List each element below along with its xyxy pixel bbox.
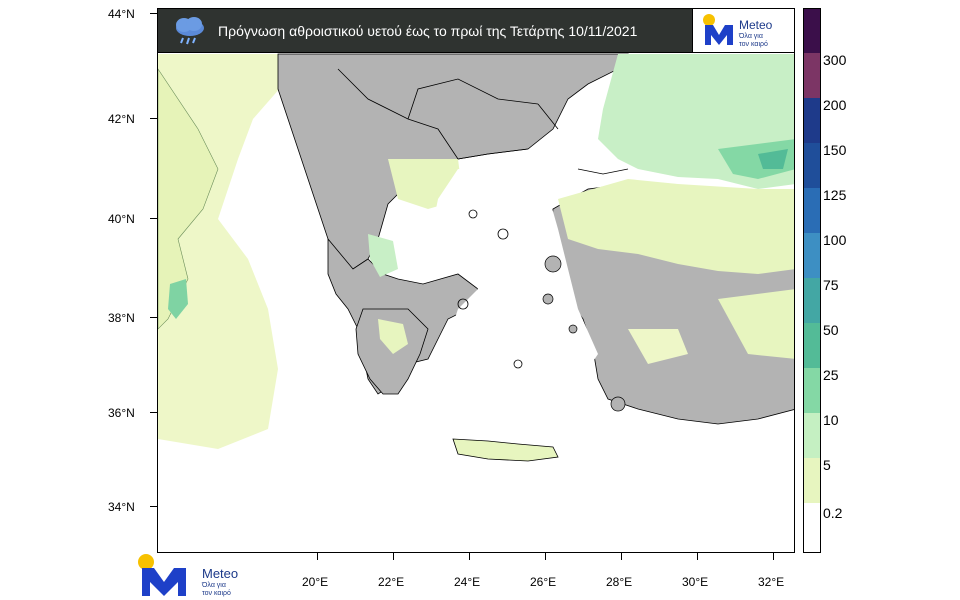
lon-label: 30°E <box>682 575 709 589</box>
border-lines <box>337 68 629 175</box>
legend-label: 25 <box>823 367 839 383</box>
legend-swatch <box>804 503 820 552</box>
legend-swatch <box>804 9 820 53</box>
lat-tick <box>150 218 157 219</box>
legend-swatch <box>804 188 820 233</box>
legend-label: 10 <box>823 412 839 428</box>
meteo-logo-top: Meteo Όλα για τον καιρό <box>693 8 795 53</box>
lon-tick <box>621 553 622 560</box>
lon-label: 22°E <box>378 575 405 589</box>
map-canvas <box>158 53 794 462</box>
meteo-m-logo-icon <box>703 14 733 45</box>
lat-label: 40°N <box>108 212 135 226</box>
lon-tick <box>773 553 774 560</box>
legend-label: 200 <box>823 97 847 113</box>
legend-swatch <box>804 458 820 503</box>
lon-tick <box>545 553 546 560</box>
legend-label: 50 <box>823 322 839 338</box>
legend-swatch <box>804 233 820 278</box>
legend-label: 0.2 <box>823 505 843 521</box>
legend-label: 5 <box>823 457 831 473</box>
legend-label: 125 <box>823 187 847 203</box>
legend-label: 150 <box>823 142 847 158</box>
legend-swatch <box>804 53 820 98</box>
lat-label: 38°N <box>108 311 135 325</box>
meteo-logo-bottom: Meteo Όλα για τον καιρό <box>136 552 266 600</box>
island-evia <box>457 298 469 310</box>
lon-label: 26°E <box>530 575 557 589</box>
rain-cloud-icon <box>176 17 204 45</box>
lon-tick <box>393 553 394 560</box>
precip-legend-colorbar <box>803 8 821 553</box>
turkey-rain-south <box>628 329 688 364</box>
italy-rain-patch <box>168 279 188 319</box>
lat-tick <box>150 506 157 507</box>
lon-label: 28°E <box>606 575 633 589</box>
island-rhodes <box>610 396 626 412</box>
meteo-m-logo-icon <box>138 554 186 596</box>
lon-tick <box>697 553 698 560</box>
mainland-rain-patch <box>368 234 398 277</box>
brand-name-top: Meteo <box>739 18 773 32</box>
crete-island <box>452 438 559 462</box>
legend-swatch <box>804 413 820 458</box>
lon-label: 24°E <box>454 575 481 589</box>
lon-label: 20°E <box>302 575 329 589</box>
lat-label: 42°N <box>108 112 135 126</box>
legend-label: 300 <box>823 52 847 68</box>
island-lesbos <box>544 255 562 273</box>
legend-label: 75 <box>823 277 839 293</box>
legend-swatch <box>804 98 820 143</box>
lon-label: 32°E <box>758 575 785 589</box>
map-title: Πρόγνωση αθροιστικού υετού έως το πρωί τ… <box>218 23 638 39</box>
brand-name-bottom: Meteo <box>202 566 239 581</box>
turkey-rain-north <box>558 179 794 274</box>
lat-label: 44°N <box>108 7 135 21</box>
turkey-rain-mid <box>718 289 794 359</box>
legend-swatch <box>804 143 820 188</box>
lat-tick <box>150 13 157 14</box>
brand-tagline-top-1: Όλα για <box>739 33 763 40</box>
lat-tick <box>150 118 157 119</box>
italy-landmass <box>158 68 219 330</box>
legend-label: 100 <box>823 232 847 248</box>
island-lemnos <box>497 228 509 240</box>
black-sea-strong <box>758 149 788 169</box>
title-bar: Πρόγνωση αθροιστικού υετού έως το πρωί τ… <box>157 8 693 53</box>
lat-label: 36°N <box>108 406 135 420</box>
lon-tick <box>469 553 470 560</box>
lat-label: 34°N <box>108 500 135 514</box>
lon-tick <box>317 553 318 560</box>
precipitation-map <box>157 8 795 553</box>
brand-tagline-bottom-2: τον καιρό <box>202 590 231 597</box>
legend-swatch <box>804 278 820 323</box>
island-thasos <box>468 209 478 219</box>
lat-tick <box>150 317 157 318</box>
brand-tagline-bottom-1: Όλα για <box>202 582 226 589</box>
black-sea-heavier <box>718 139 794 179</box>
peloponnese-rain <box>378 319 408 354</box>
island-samos <box>568 324 578 334</box>
legend-swatch <box>804 368 820 413</box>
brand-tagline-top-2: τον καιρό <box>739 41 768 48</box>
aegean-sea <box>433 169 598 399</box>
island-chios <box>542 293 554 305</box>
island-naxos <box>513 359 523 369</box>
legend-swatch <box>804 323 820 368</box>
lat-tick <box>150 412 157 413</box>
